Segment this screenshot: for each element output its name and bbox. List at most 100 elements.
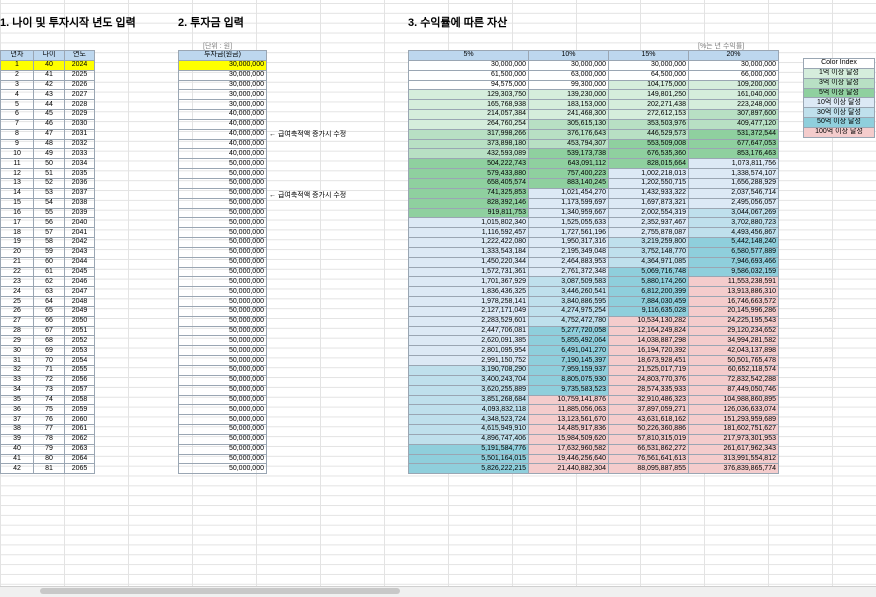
asset-cell-p5: 4,348,523,724	[408, 414, 529, 426]
investment-cell[interactable]: 50,000,000	[178, 207, 267, 219]
investment-cell[interactable]: 50,000,000	[178, 365, 267, 376]
asset-cell-p15: 24,803,770,376	[608, 374, 689, 386]
scrollbar-thumb[interactable]	[40, 588, 400, 594]
table-row: 50,000,000	[178, 237, 267, 248]
asset-cell-p5: 1,333,543,184	[408, 246, 529, 258]
investment-cell[interactable]: 40,000,000	[178, 118, 267, 130]
investment-cell[interactable]: 50,000,000	[178, 237, 267, 248]
investment-cell[interactable]: 50,000,000	[178, 345, 267, 357]
asset-cell-p15: 5,069,716,748	[608, 266, 689, 278]
investment-cell[interactable]: 40,000,000	[178, 138, 267, 150]
investment-cell[interactable]: 50,000,000	[178, 394, 267, 406]
table-row: 14 53 2037	[0, 187, 95, 199]
asset-cell-p20: 1,073,811,756	[688, 158, 779, 170]
investment-cell[interactable]: 40,000,000	[178, 128, 267, 140]
age-cell: 55	[33, 207, 65, 219]
investment-cell[interactable]: 30,000,000	[178, 79, 267, 91]
table-row: 23 62 2046	[0, 276, 95, 288]
asset-cell-p5: 828,392,146	[408, 197, 529, 209]
asset-cell-p15: 21,525,017,719	[608, 365, 689, 376]
investment-cell[interactable]: 50,000,000	[178, 276, 267, 288]
year-cell: 2026	[64, 79, 95, 91]
investment-cell[interactable]: 50,000,000	[178, 374, 267, 386]
investment-cell[interactable]: 50,000,000	[178, 158, 267, 170]
table-row: 658,405,574 883,140,245 1,202,550,715 1,656…	[408, 177, 779, 189]
asset-cell-p20: 126,036,633,074	[688, 404, 779, 416]
year-index-cell: 32	[0, 365, 34, 376]
investment-cell[interactable]: 50,000,000	[178, 355, 267, 366]
investment-cell[interactable]: 50,000,000	[178, 246, 267, 258]
investment-cell[interactable]: 30,000,000	[178, 99, 267, 111]
year-index-cell: 14	[0, 187, 34, 199]
legend-title: Color Index	[803, 58, 875, 69]
year-cell: 2059	[64, 404, 95, 416]
age-cell: 48	[33, 138, 65, 150]
investment-cell[interactable]: 50,000,000	[178, 453, 267, 465]
table-row: 50,000,000	[178, 374, 267, 386]
age-cell: 49	[33, 148, 65, 160]
investment-cell[interactable]: 50,000,000	[178, 305, 267, 317]
investment-cell[interactable]: 50,000,000	[178, 217, 267, 229]
table-row: 50,000,000	[178, 158, 267, 170]
investment-cell[interactable]: 30,000,000	[178, 69, 267, 81]
age-cell: 67	[33, 325, 65, 337]
investment-cell[interactable]: 50,000,000	[178, 433, 267, 445]
year-index-cell: 5	[0, 99, 34, 111]
investment-cell[interactable]: 50,000,000	[178, 414, 267, 426]
asset-cell-p5: 1,701,367,929	[408, 276, 529, 288]
investment-cell[interactable]: 50,000,000	[178, 296, 267, 307]
investment-cell[interactable]: 50,000,000	[178, 384, 267, 396]
year-index-cell: 31	[0, 355, 34, 366]
asset-cell-p20: 376,839,865,774	[688, 463, 779, 475]
investment-cell[interactable]: 50,000,000	[178, 187, 267, 199]
year-index-cell: 34	[0, 384, 34, 396]
investment-cell[interactable]: 50,000,000	[178, 335, 267, 347]
asset-cell-p5: 3,400,243,704	[408, 374, 529, 386]
investment-cell[interactable]: 50,000,000	[178, 463, 267, 475]
investment-cell[interactable]: 50,000,000	[178, 168, 267, 179]
table-row: 2 41 2025	[0, 69, 95, 81]
age-cell: 69	[33, 345, 65, 357]
investment-cell[interactable]: 50,000,000	[178, 404, 267, 416]
asset-cell-p5: 214,057,384	[408, 109, 529, 120]
investment-cell[interactable]: 50,000,000	[178, 325, 267, 337]
investment-cell[interactable]: 50,000,000	[178, 286, 267, 298]
asset-cell-p10: 3,840,886,595	[528, 296, 609, 307]
year-index-cell: 4	[0, 89, 34, 101]
asset-cell-p20: 30,000,000	[688, 59, 779, 71]
table-row: 3,620,255,889 9,735,583,523 28,574,335,933…	[408, 384, 779, 396]
year-cell: 2045	[64, 266, 95, 278]
asset-cell-p5: 2,283,529,601	[408, 315, 529, 327]
investment-cell[interactable]: 50,000,000	[178, 256, 267, 268]
table-row: 42 81 2065	[0, 463, 95, 475]
investment-cell[interactable]: 30,000,000	[178, 59, 267, 71]
investment-cell[interactable]: 50,000,000	[178, 424, 267, 435]
investment-cell[interactable]: 50,000,000	[178, 197, 267, 209]
age-cell: 64	[33, 296, 65, 307]
asset-cell-p10: 1,950,317,316	[528, 237, 609, 248]
table-row: 50,000,000	[178, 345, 267, 357]
investment-cell[interactable]: 30,000,000	[178, 89, 267, 101]
investment-cell[interactable]: 50,000,000	[178, 266, 267, 278]
investment-cell[interactable]: 40,000,000	[178, 109, 267, 120]
asset-cell-p15: 76,561,641,613	[608, 453, 689, 465]
investment-cell[interactable]: 50,000,000	[178, 315, 267, 327]
investment-cell[interactable]: 50,000,000	[178, 177, 267, 189]
investment-cell[interactable]: 50,000,000	[178, 443, 267, 455]
investment-cell[interactable]: 40,000,000	[178, 148, 267, 160]
year-cell: 2036	[64, 177, 95, 189]
investment-cell[interactable]: 50,000,000	[178, 227, 267, 239]
asset-cell-p5: 579,433,880	[408, 168, 529, 179]
header-age: 나이	[33, 50, 65, 61]
asset-cell-p5: 5,191,584,776	[408, 443, 529, 455]
year-cell: 2044	[64, 256, 95, 268]
asset-cell-p20: 24,225,195,543	[688, 315, 779, 327]
horizontal-scrollbar[interactable]	[0, 586, 876, 597]
asset-cell-p15: 57,810,315,019	[608, 433, 689, 445]
table-row: 50,000,000	[178, 266, 267, 278]
asset-cell-p20: 66,000,000	[688, 69, 779, 81]
year-cell: 2053	[64, 345, 95, 357]
asset-cell-p15: 37,897,059,271	[608, 404, 689, 416]
asset-cell-p20: 60,652,118,574	[688, 365, 779, 376]
table-row: 28 67 2051	[0, 325, 95, 337]
